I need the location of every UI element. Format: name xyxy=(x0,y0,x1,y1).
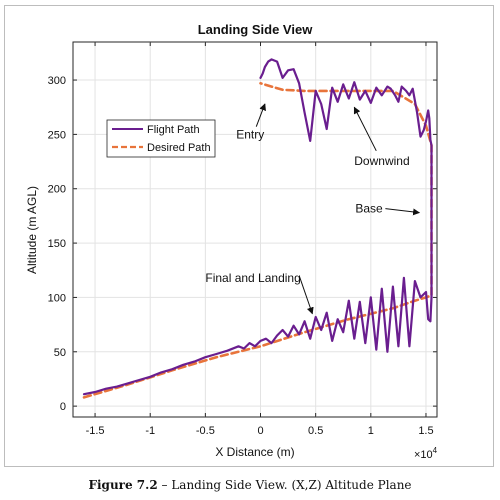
annotation-downwind: Downwind xyxy=(354,154,409,168)
y-tick-label: 200 xyxy=(48,184,66,196)
legend: Flight Path Desired Path xyxy=(106,119,216,158)
x-tick-label: -0.5 xyxy=(196,425,215,437)
annotation-base: Base xyxy=(355,202,383,216)
y-tick-label: 50 xyxy=(54,347,66,359)
y-tick-label: 0 xyxy=(60,401,66,413)
figure-caption: Figure 7.2 – Landing Side View. (X,Z) Al… xyxy=(0,478,500,492)
legend-box xyxy=(106,119,216,158)
x-tick-label: 1 xyxy=(368,425,374,437)
caption-label: Figure 7.2 xyxy=(88,478,158,492)
annotation-arrow xyxy=(353,106,377,152)
y-axis-label: Altitude (m AGL) xyxy=(25,186,39,274)
x-multiplier: ×104 xyxy=(414,446,438,461)
x-axis-label: X Distance (m) xyxy=(215,445,294,459)
annotation-arrow xyxy=(255,103,266,127)
plot-area xyxy=(72,41,438,418)
annotations: Entry Downwind Base Final and Landing xyxy=(205,103,421,315)
legend-label-desired-path: Desired Path xyxy=(147,142,211,154)
caption-text: – Landing Side View. (X,Z) Altitude Plan… xyxy=(157,478,412,492)
x-tick-label: -1 xyxy=(145,425,155,437)
y-tick-label: 150 xyxy=(48,238,66,250)
axis-ticks xyxy=(73,42,437,417)
y-tick-labels: 0 50 100 150 200 250 300 xyxy=(48,75,66,413)
series-group xyxy=(82,58,433,399)
annotation-arrow xyxy=(298,276,314,315)
series-flight-path xyxy=(82,58,433,396)
legend-label-flight-path: Flight Path xyxy=(147,124,200,136)
x-multiplier-exponent: 4 xyxy=(433,446,438,455)
x-tick-label: 1.5 xyxy=(418,425,433,437)
x-tick-labels: -1.5 -1 -0.5 0 0.5 1 1.5 xyxy=(86,425,434,437)
x-multiplier-base: ×10 xyxy=(414,449,433,461)
annotation-arrow xyxy=(385,208,421,216)
x-tick-label: 0 xyxy=(257,425,263,437)
x-tick-label: 0.5 xyxy=(308,425,323,437)
x-tick-label: -1.5 xyxy=(86,425,105,437)
y-tick-label: 100 xyxy=(48,292,66,304)
annotation-entry: Entry xyxy=(236,128,264,142)
y-tick-label: 300 xyxy=(48,75,66,87)
annotation-final-and-landing: Final and Landing xyxy=(205,271,300,285)
y-tick-label: 250 xyxy=(48,129,66,141)
chart-title: Landing Side View xyxy=(198,22,314,37)
